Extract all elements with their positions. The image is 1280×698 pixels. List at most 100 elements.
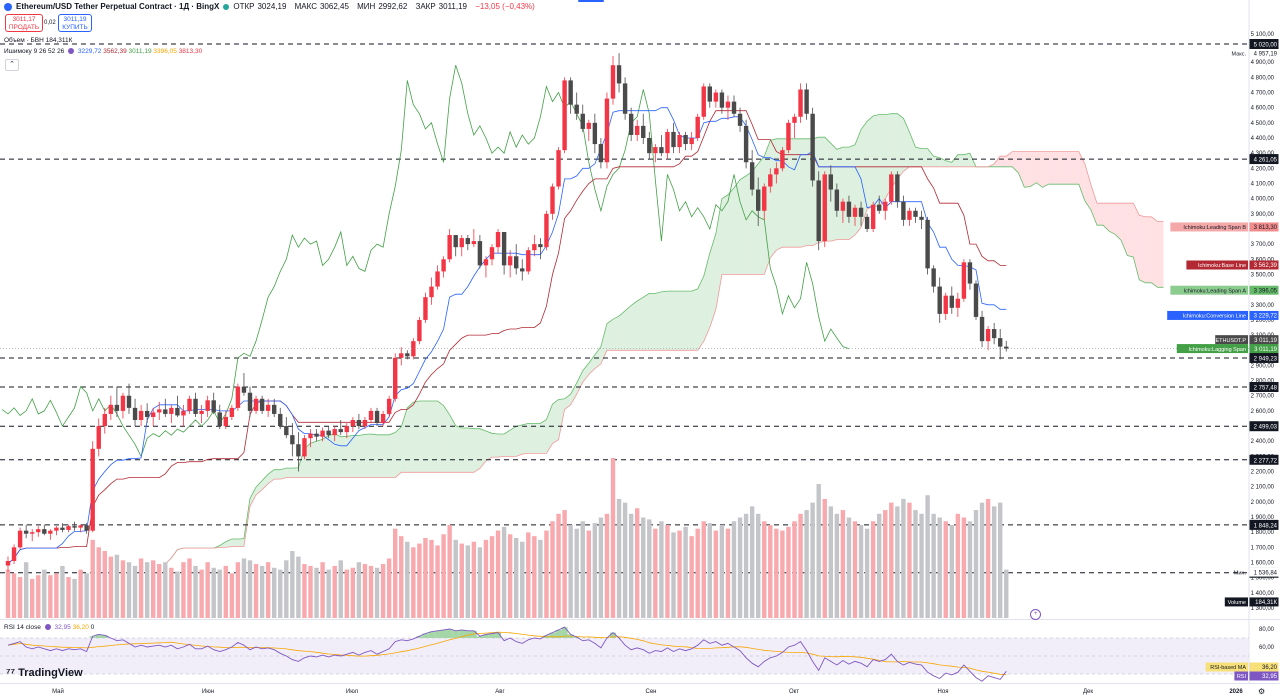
volume-bar: [78, 569, 83, 618]
axis-tag-price: 3 396,05: [1254, 288, 1278, 294]
volume-bar: [368, 565, 374, 618]
axis-tag-price-bg: [1249, 310, 1279, 320]
candle-body: [931, 268, 936, 287]
volume-bar: [520, 541, 525, 618]
candle-body: [205, 400, 210, 411]
cloud-segment: [1115, 203, 1122, 241]
volume-bar: [780, 530, 785, 618]
cloud-segment: [758, 156, 765, 275]
rsi-legend[interactable]: RSI 14 close 32,95 36,20 0: [4, 624, 95, 631]
volume-bar: [628, 513, 634, 618]
cloud-segment: [800, 138, 807, 248]
volume-bar: [1004, 569, 1009, 618]
sell-button[interactable]: 3011,17 ПРОДАТЬ: [5, 14, 43, 32]
level-price-label: 1 848,24: [1254, 523, 1278, 529]
cloud-segment: [830, 143, 837, 242]
level-price-tag: [1249, 454, 1279, 465]
volume-bar: [731, 521, 737, 618]
level-price-label: 2 757,48: [1254, 386, 1278, 392]
candle-body: [628, 113, 634, 135]
volume-bar: [144, 562, 150, 618]
candle-body: [302, 438, 307, 457]
volume-bar: [822, 498, 827, 618]
rsi-tag-price-bg: [1249, 671, 1279, 681]
volume-legend[interactable]: Объем · БВН 184,311К: [4, 37, 73, 44]
add-alert-icon[interactable]: +: [1030, 609, 1041, 620]
axis-tag-name: ETHUSDT.P: [1215, 338, 1246, 344]
buy-button[interactable]: 3011,19 КУПИТЬ: [58, 14, 92, 32]
symbol-title[interactable]: Ethereum/USD Tether Perpetual Contract ·…: [16, 2, 220, 11]
cloud-segment: [1139, 215, 1146, 283]
candle-body: [774, 168, 779, 175]
cloud-segment: [619, 310, 626, 351]
price-tick-label: 2 800,00: [1251, 379, 1275, 385]
axis-tag-label-bg: [1170, 222, 1248, 232]
volume-bar: [374, 567, 380, 618]
cloud-segment: [1078, 151, 1085, 201]
volume-bar: [665, 524, 670, 618]
time-tick-label: Июл: [346, 689, 359, 695]
cloud-segment: [873, 114, 880, 207]
candle-body: [616, 65, 622, 84]
candle-body: [689, 138, 694, 145]
volume-bar: [72, 578, 77, 618]
volume-bar: [913, 510, 918, 618]
volume-bar: [955, 513, 961, 618]
candle-body: [332, 429, 337, 436]
candle-body: [816, 180, 821, 242]
price-tick-label: 3 300,00: [1251, 303, 1275, 309]
candle-body: [132, 407, 138, 420]
cloud-segment: [516, 424, 523, 457]
candle-body: [399, 353, 404, 358]
lagging-span-line: [1, 65, 850, 458]
volume-bar: [308, 565, 313, 618]
volume-bar: [187, 558, 192, 618]
volume-bar: [526, 532, 531, 618]
cloud-segment: [1109, 203, 1116, 235]
volume-bar: [592, 523, 598, 618]
eye-icon[interactable]: [68, 48, 75, 55]
axis-tag-price: 3 562,39: [1254, 263, 1278, 269]
candle-body: [223, 416, 228, 427]
time-tick-label: Дек: [1083, 689, 1093, 695]
eye-icon[interactable]: [44, 624, 51, 631]
cloud-segment: [467, 427, 474, 473]
ichimoku-legend[interactable]: Ишимоку 9 26 52 26 3229,72 3562,39 3011,…: [4, 48, 203, 55]
candle-body: [913, 210, 918, 217]
cloud-segment: [600, 323, 607, 364]
candle-body: [749, 162, 755, 190]
candle-body: [471, 241, 477, 245]
axis-tag-price: 3 229,72: [1254, 314, 1278, 320]
candle-body: [193, 398, 198, 414]
cloud-segment: [1157, 221, 1164, 288]
volume-bar: [870, 521, 876, 618]
volume-bar: [259, 565, 265, 618]
candle-body: [635, 125, 640, 135]
cloud-segment: [576, 370, 583, 395]
cloud-segment: [746, 171, 753, 275]
volume-bar: [23, 562, 29, 618]
candle-body: [550, 186, 555, 214]
time-tick-label: Сен: [646, 689, 657, 695]
candle-body: [725, 101, 731, 108]
volume-bar: [386, 558, 392, 618]
volume-bar: [901, 498, 906, 618]
candle-body: [138, 410, 144, 420]
level-price-label: 5 020,00: [1254, 43, 1278, 49]
volume-bar: [223, 565, 228, 618]
collapse-legend-button[interactable]: ⌃: [5, 59, 19, 71]
cloud-segment: [540, 419, 547, 454]
cloud-segment: [957, 154, 964, 167]
gear-icon[interactable]: ⚙: [1258, 687, 1266, 696]
rsi-overbought-fill: [89, 627, 616, 638]
candle-body: [574, 104, 579, 114]
candle-body: [30, 532, 35, 534]
cloud-segment: [1024, 151, 1031, 188]
candle-body: [151, 412, 156, 417]
cloud-segment: [534, 423, 541, 454]
candle-body: [719, 92, 725, 108]
volume-bar: [163, 562, 168, 618]
volume-bar: [768, 524, 773, 618]
candle-body: [701, 86, 706, 117]
